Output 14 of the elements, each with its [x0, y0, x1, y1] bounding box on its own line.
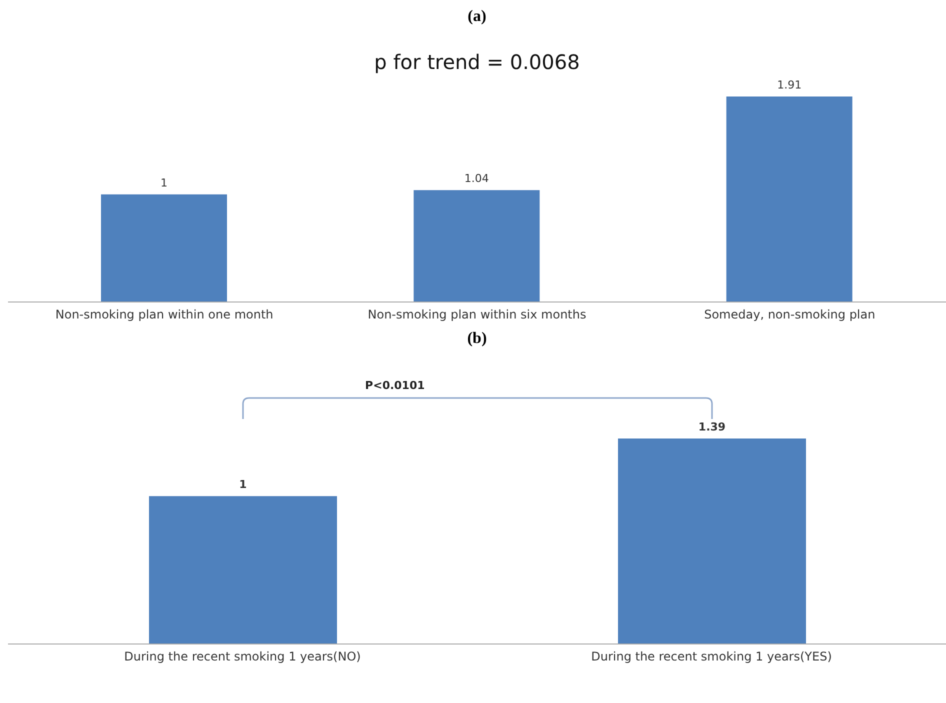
x-tick-label: Non-smoking plan within six months: [368, 308, 586, 322]
data-label: 1.04: [464, 172, 489, 186]
data-label: 1.91: [777, 78, 802, 92]
data-label: 1: [160, 176, 168, 190]
x-tick-label: During the recent smoking 1 years(NO): [124, 650, 361, 664]
chart-title: (a): [466, 8, 488, 27]
x-tick-label: Non-smoking plan within one month: [55, 308, 274, 322]
chart-title: (b): [466, 330, 488, 349]
data-label: 1.39: [698, 420, 726, 434]
x-tick-label: During the recent smoking 1 years(YES): [591, 650, 832, 664]
text: p for trend = 0.0068: [373, 50, 581, 74]
x-tick-label: Someday, non-smoking plan: [704, 308, 876, 322]
data-label: 1: [239, 478, 247, 492]
text: P<0.0101: [364, 379, 426, 392]
